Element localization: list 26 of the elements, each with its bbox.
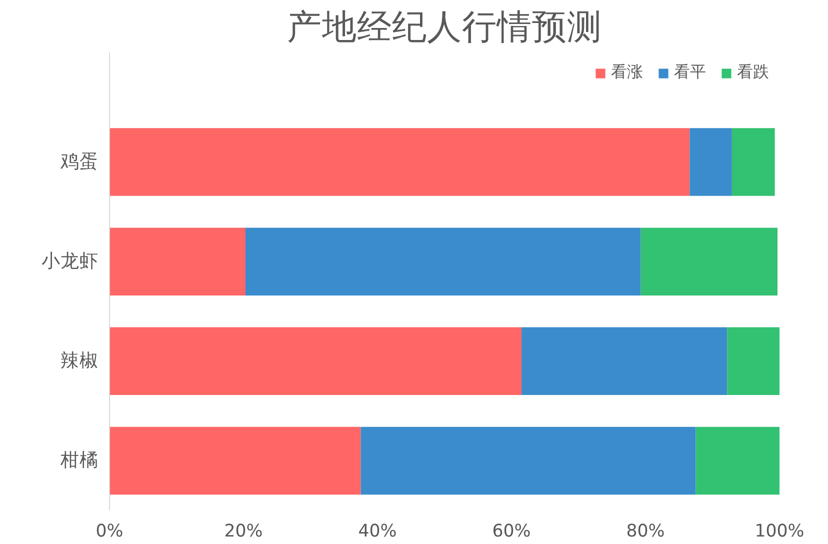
bar (732, 128, 775, 196)
x-tick-label: 20% (224, 522, 263, 542)
x-tick-label: 0% (96, 522, 124, 542)
legend-label: 看跌 (737, 62, 769, 83)
x-tick-label: 40% (358, 522, 397, 542)
y-tick-label: 柑橘 (60, 450, 98, 472)
y-tick-label: 鸡蛋 (60, 152, 98, 173)
bar (522, 327, 728, 396)
bar (110, 426, 361, 495)
x-tick-label: 80% (626, 522, 665, 542)
y-tick-label: 辣椒 (60, 350, 98, 372)
bar (696, 426, 780, 495)
bar (727, 327, 780, 396)
bar (360, 426, 696, 495)
bar (110, 128, 690, 196)
bar (246, 228, 641, 296)
chart-title: 产地经纪人行情预测 (287, 8, 602, 48)
x-tick-label: 100% (754, 522, 804, 542)
bar (690, 128, 732, 196)
bar (110, 327, 522, 396)
bar (110, 228, 246, 296)
y-tick-label: 小龙虾 (42, 251, 98, 272)
x-tick-label: 60% (492, 522, 531, 542)
legend-label: 看平 (674, 62, 706, 83)
legend-label: 看涨 (611, 62, 643, 83)
bar (640, 228, 778, 296)
